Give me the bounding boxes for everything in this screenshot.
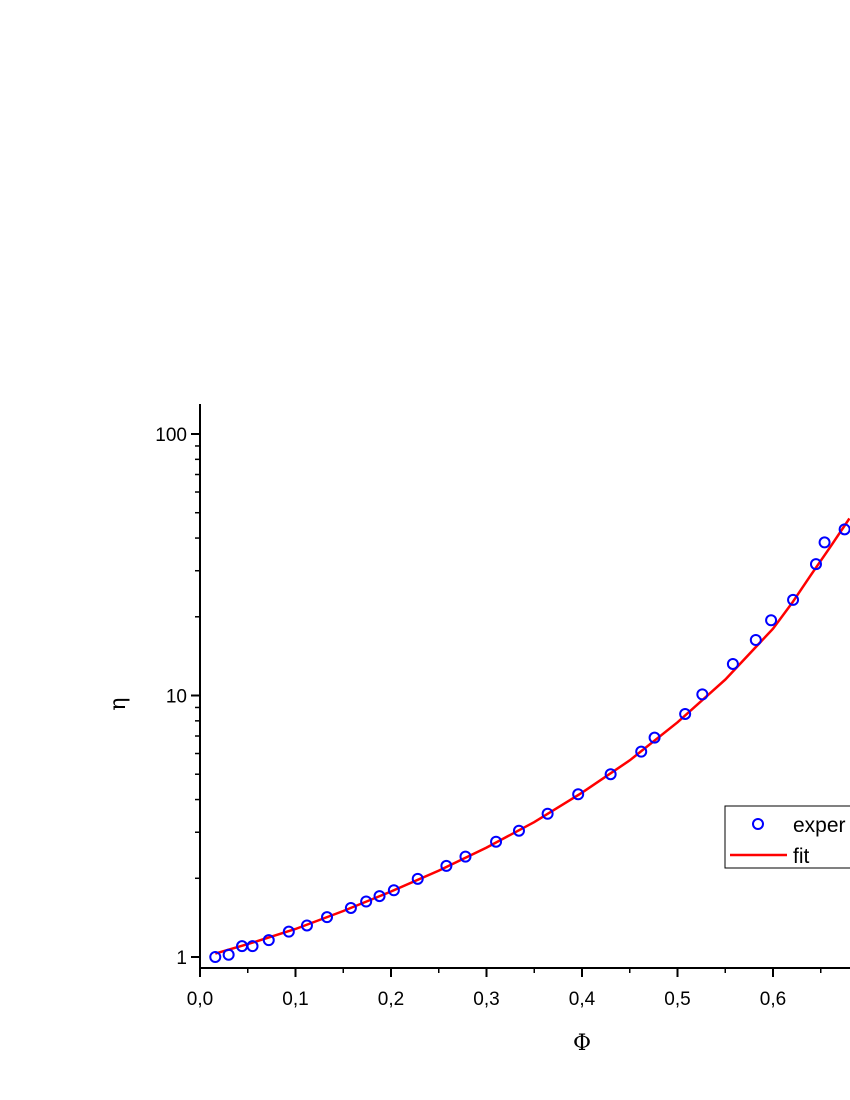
- data-point: [411, 872, 424, 885]
- data-point: [209, 951, 222, 963]
- data-point: [787, 593, 800, 606]
- data-point: [765, 614, 778, 627]
- data-point: [360, 895, 373, 908]
- data-point: [300, 919, 313, 932]
- data-point: [696, 688, 709, 701]
- data-point: [321, 911, 334, 924]
- legend-label-exper: exper: [793, 814, 846, 837]
- y-tick-label: 100: [155, 425, 187, 446]
- data-point: [809, 558, 822, 571]
- data-point: [749, 634, 762, 647]
- data-point: [818, 536, 831, 549]
- data-point: [440, 859, 453, 872]
- plot-area: 0,0 0,1 0,2 0,3 0,4 0,5 0,6 1 10 100: [155, 404, 850, 1010]
- data-point: [512, 824, 525, 837]
- data-point: [373, 890, 386, 903]
- data-point: [490, 835, 503, 848]
- x-tick-label: 0,4: [569, 989, 596, 1010]
- x-tick-label: 0,0: [187, 989, 213, 1010]
- y-axis-title: η: [106, 697, 131, 710]
- data-point: [222, 948, 235, 961]
- data-point: [282, 925, 295, 938]
- y-tick-label: 10: [166, 687, 187, 708]
- fit-line: [214, 517, 850, 955]
- x-axis-title: Φ: [573, 1031, 591, 1056]
- legend-label-fit: fit: [793, 845, 810, 868]
- data-point: [387, 884, 400, 897]
- legend-marker-exper: [752, 818, 764, 830]
- x-tick-label: 0,2: [378, 989, 404, 1010]
- data-point: [572, 788, 585, 801]
- x-tick-label: 0,1: [282, 989, 308, 1010]
- data-point: [726, 657, 739, 670]
- data-point: [679, 707, 692, 720]
- data-point: [648, 731, 661, 744]
- data-point: [459, 850, 472, 863]
- data-point: [344, 901, 357, 914]
- y-tick-label: 1: [176, 948, 187, 969]
- x-tick-label: 0,3: [473, 989, 499, 1010]
- data-point: [541, 807, 554, 820]
- data-point: [604, 768, 617, 781]
- data-point: [246, 940, 259, 953]
- legend-box: [724, 805, 850, 869]
- legend: exper fit: [724, 805, 850, 869]
- data-point: [262, 934, 275, 947]
- x-tick-label: 0,5: [664, 989, 690, 1010]
- data-point: [635, 745, 648, 758]
- x-tick-label: 0,6: [760, 989, 786, 1010]
